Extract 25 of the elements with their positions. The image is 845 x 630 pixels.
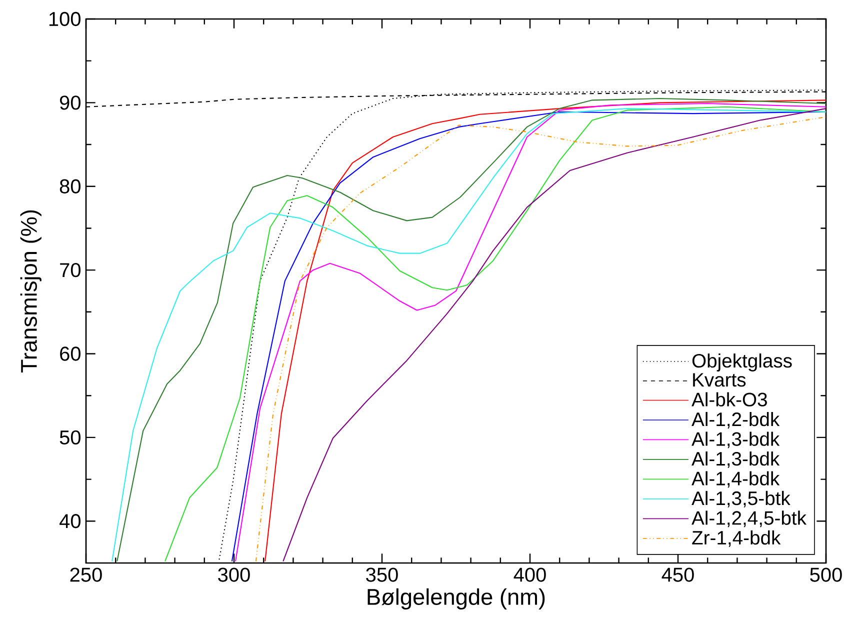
- legend-label: Al-1,3-bdk: [692, 451, 780, 468]
- legend-label: Al-1,3,5-btk: [692, 490, 790, 508]
- y-tick-label: 100: [49, 12, 80, 26]
- y-tick-label: 40: [60, 514, 80, 528]
- legend-label: Al-1,2-bdk: [692, 412, 780, 428]
- legend-label: Al-bk-O3: [692, 392, 767, 406]
- legend-label: Al-1,3-bdk: [692, 432, 780, 448]
- x-tick-label: 450: [662, 568, 694, 582]
- legend-label: Kvarts: [693, 373, 746, 387]
- x-tick-label: 350: [366, 568, 398, 582]
- y-tick-label: 80: [60, 179, 80, 194]
- x-axis-title: Bølgelengde (nm): [368, 588, 545, 610]
- legend-label: Al-1,4-bdk: [692, 471, 780, 488]
- y-tick-label: 90: [60, 96, 80, 110]
- y-tick-label: 60: [60, 346, 80, 361]
- legend-label: Objektglass: [692, 353, 792, 372]
- x-tick-label: 250: [70, 568, 102, 582]
- legend-label: Al-1,2,4,5-btk: [692, 510, 807, 528]
- y-tick-label: 50: [60, 430, 80, 445]
- y-tick-label: 70: [60, 262, 80, 278]
- x-tick-label: 400: [514, 568, 546, 582]
- y-axis-title: Transmisjon (%): [20, 210, 42, 373]
- legend-label: Zr-1,4-bdk: [692, 530, 781, 547]
- x-tick-label: 300: [218, 568, 250, 582]
- x-tick-label: 500: [810, 568, 842, 582]
